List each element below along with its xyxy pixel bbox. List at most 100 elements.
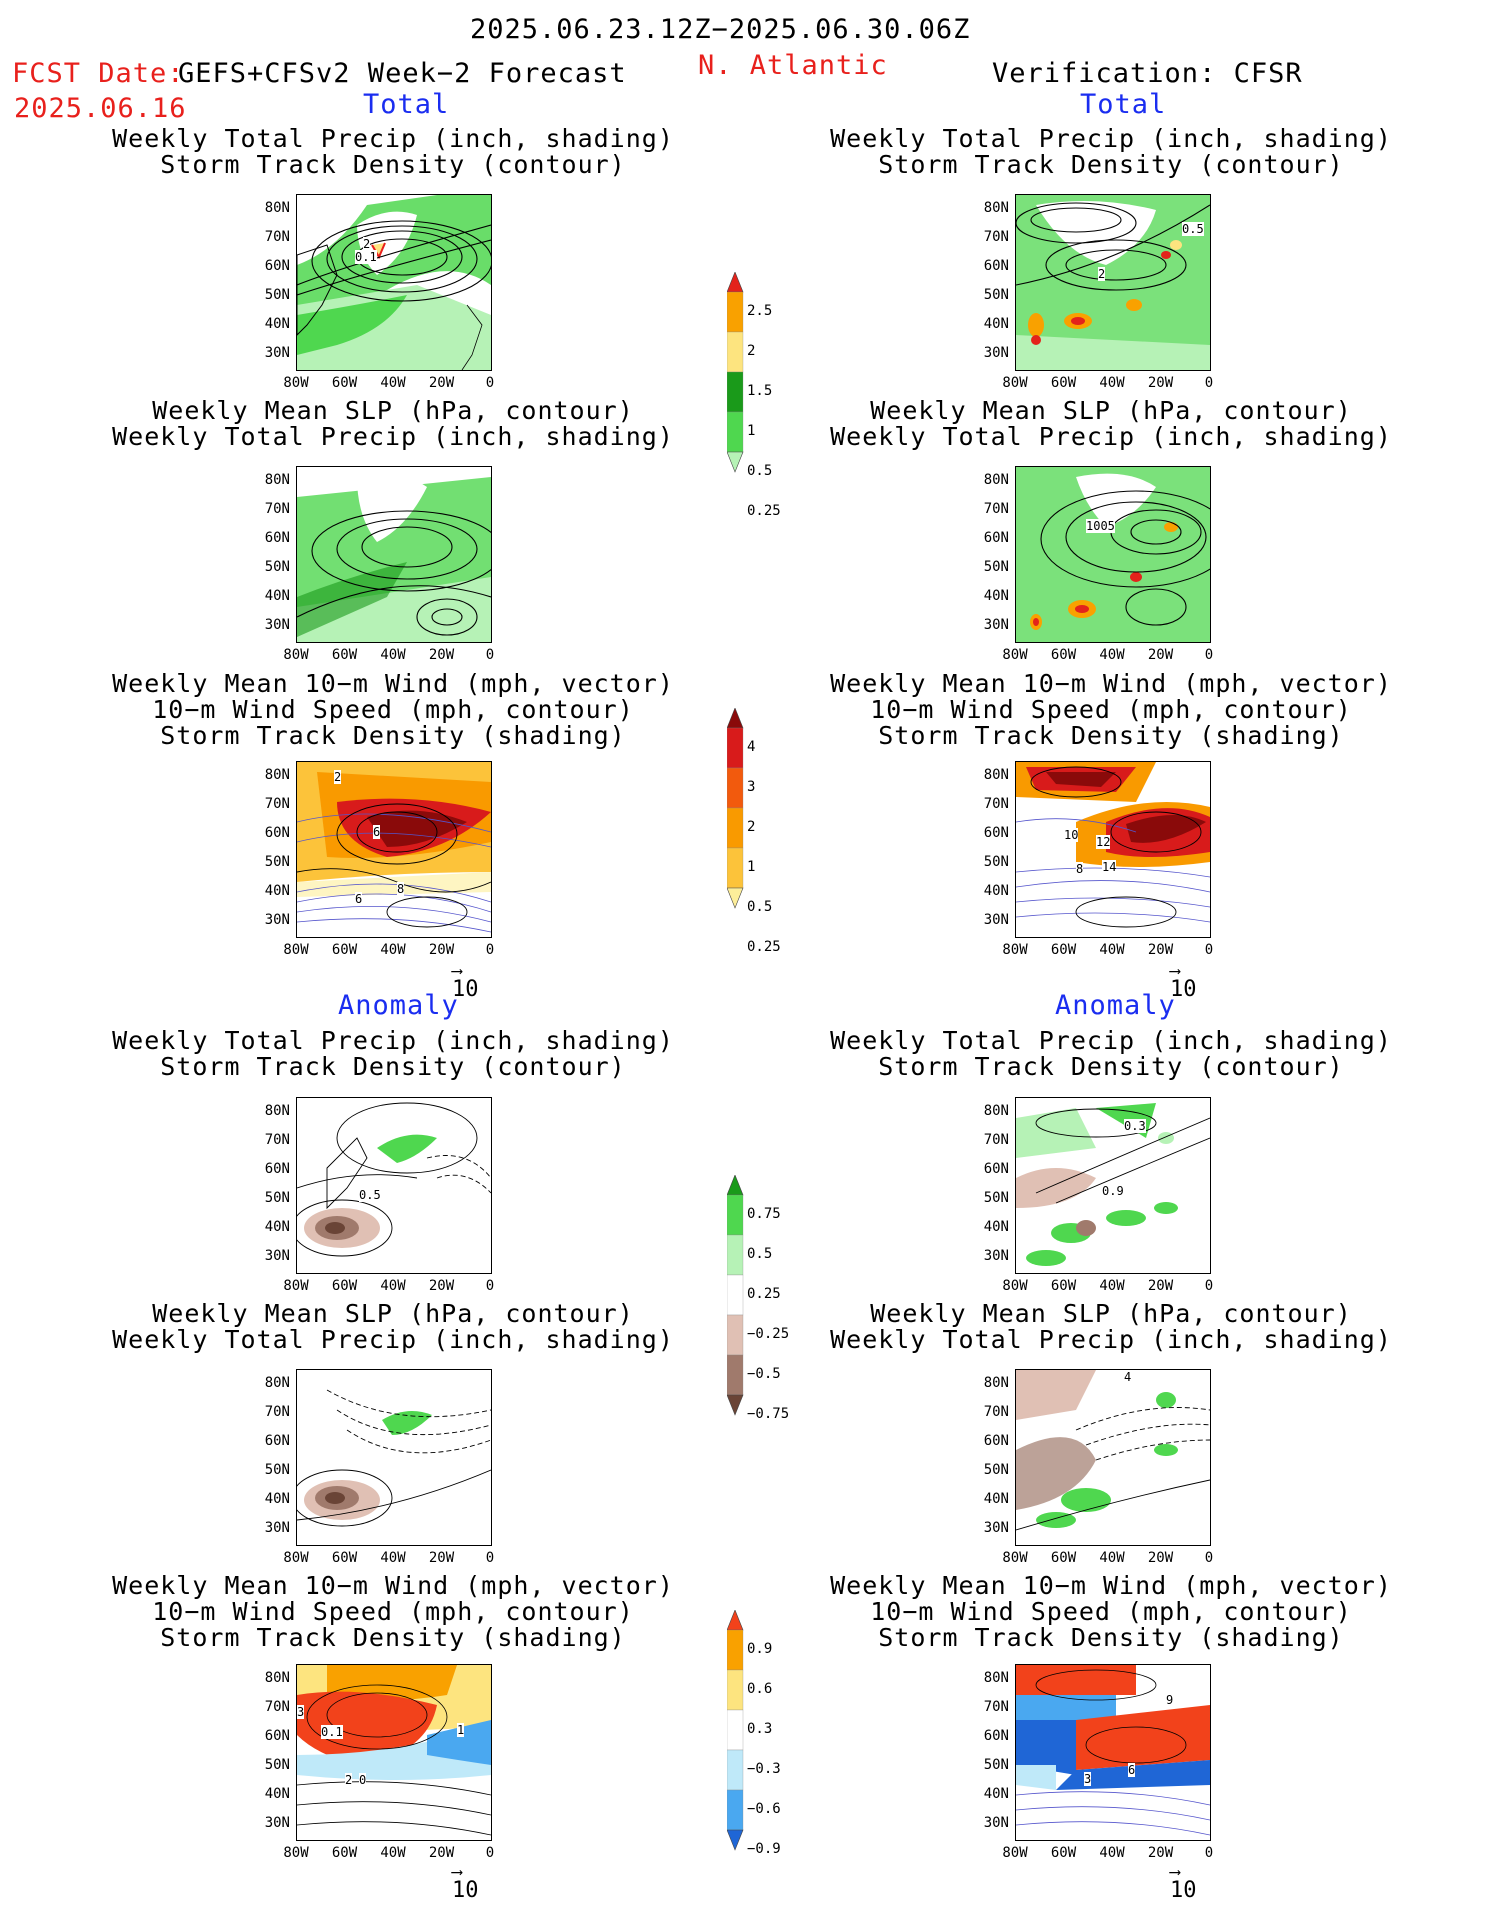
contour-label: 0.1	[355, 250, 377, 264]
colorbar-label: 2	[747, 819, 756, 835]
lon-tick-label: 20W	[1147, 1845, 1174, 1861]
contour-label: 2	[1098, 267, 1106, 281]
contour-label: 3	[297, 1705, 305, 1719]
lat-tick-label: 30N	[983, 617, 1009, 633]
lat-tick-label: 30N	[264, 912, 290, 928]
lat-tick-label: 30N	[264, 1248, 290, 1264]
lon-tick-label: 60W	[331, 1278, 358, 1294]
lat-tick-label: 30N	[983, 1815, 1009, 1831]
lon-tick-label: 80W	[283, 375, 309, 391]
title-r2: Weekly Mean SLP (hPa, contour) Weekly To…	[830, 396, 1392, 451]
contour-label: 3	[1084, 1772, 1092, 1786]
lat-tick-label: 50N	[983, 854, 1009, 870]
contour-label: 2	[334, 770, 342, 784]
section-total-right: Total	[1080, 89, 1167, 120]
lon-tick-label: 80W	[283, 647, 309, 663]
lat-tick-label: 40N	[264, 1786, 290, 1802]
colorbar-label: −0.25	[747, 1326, 790, 1342]
lat-tick-label: 40N	[983, 883, 1009, 899]
lat-tick-label: 80N	[264, 1103, 290, 1119]
contour-label: 9	[1166, 1693, 1174, 1707]
colorbar-bottom-triangle	[727, 1394, 744, 1416]
lon-tick-label: 60W	[1050, 1550, 1077, 1566]
contour-label: 6	[373, 825, 381, 839]
contour-label: 2	[345, 1773, 353, 1787]
forecast-model-label: GEFS+CFSv2 Week−2 Forecast	[178, 58, 627, 89]
lat-tick-label: 30N	[264, 617, 290, 633]
contour-label: 10	[1064, 828, 1079, 842]
fcst-date-value: 2025.06.16	[14, 93, 187, 124]
colorbar-box	[727, 291, 744, 333]
title-l3: Weekly Mean 10−m Wind (mph, vector) 10−m…	[112, 669, 674, 750]
colorbar-box	[727, 411, 744, 453]
contour-label: 0.5	[359, 1188, 381, 1202]
lon-tick-label: 60W	[1050, 1278, 1077, 1294]
lat-tick-label: 40N	[264, 588, 290, 604]
colorbar-label: 0.5	[747, 899, 773, 915]
lat-tick-label: 30N	[983, 1248, 1009, 1264]
lon-tick-label: 40W	[1099, 1845, 1125, 1861]
colorbar-box	[727, 1234, 744, 1276]
contour-label: 1005	[1086, 519, 1115, 533]
map-r4-precip-track-anom-verif: 0.3 0.9	[1015, 1097, 1211, 1274]
colorbar-box	[727, 1669, 744, 1711]
lon-tick-label: 80W	[1002, 942, 1028, 958]
colorbar-box	[727, 1629, 744, 1671]
title-r4: Weekly Total Precip (inch, shading) Stor…	[830, 1026, 1392, 1081]
lon-tick-label: 20W	[1147, 1550, 1174, 1566]
colorbar-svg	[727, 708, 744, 909]
lat-tick-label: 40N	[983, 1219, 1009, 1235]
lat-tick-label: 50N	[983, 559, 1009, 575]
lat-tick-label: 60N	[983, 258, 1009, 274]
colorbar-box	[727, 847, 744, 889]
section-anomaly-left: Anomaly	[338, 990, 459, 1021]
contour-label: 12	[1096, 835, 1111, 849]
lat-tick-label: 50N	[983, 1757, 1009, 1773]
colorbar-label: 3	[747, 779, 756, 795]
colorbar-label: 2	[747, 343, 756, 359]
verification-label: Verification: CFSR	[992, 58, 1303, 89]
lon-tick-label: 40W	[1099, 942, 1125, 958]
lon-tick-label: 0	[485, 647, 495, 663]
map-l4-precip-track-anom: 0.5	[296, 1097, 492, 1274]
title-l2: Weekly Mean SLP (hPa, contour) Weekly To…	[112, 396, 674, 451]
lat-tick-label: 80N	[264, 472, 290, 488]
lon-tick-label: 80W	[283, 1550, 309, 1566]
colorbar-box	[727, 807, 744, 849]
lon-tick-label: 0	[1204, 375, 1214, 391]
lat-tick-label: 60N	[983, 1728, 1009, 1744]
contour-label: 0.1	[321, 1725, 343, 1739]
title-r3: Weekly Mean 10−m Wind (mph, vector) 10−m…	[830, 669, 1392, 750]
lat-tick-label: 60N	[264, 1161, 290, 1177]
contour-label: 0.3	[1124, 1119, 1146, 1133]
lat-tick-label: 60N	[264, 1728, 290, 1744]
colorbar-label: 4	[747, 739, 756, 755]
lon-tick-label: 20W	[428, 1550, 455, 1566]
colorbar-box	[727, 727, 744, 769]
lon-tick-label: 40W	[380, 942, 406, 958]
lon-tick-label: 40W	[380, 647, 406, 663]
title-l5: Weekly Mean SLP (hPa, contour) Weekly To…	[112, 1299, 674, 1354]
fcst-date-label: FCST Date:	[12, 58, 185, 89]
lon-tick-label: 80W	[1002, 1550, 1028, 1566]
lon-tick-label: 40W	[380, 1845, 406, 1861]
vector-ref-r3: ⟶ 10	[1170, 961, 1197, 1003]
lon-tick-label: 60W	[331, 942, 358, 958]
map-r1-precip-track-verif: 0.5 2	[1015, 194, 1211, 371]
lat-tick-label: 50N	[264, 1757, 290, 1773]
colorbar-svg	[727, 1175, 744, 1416]
lat-tick-label: 50N	[264, 1462, 290, 1478]
lon-tick-label: 20W	[1147, 375, 1174, 391]
title-r6: Weekly Mean 10−m Wind (mph, vector) 10−m…	[830, 1571, 1392, 1652]
lon-tick-label: 60W	[1050, 942, 1077, 958]
colorbar-top-triangle	[727, 1610, 744, 1631]
contour-label: 8	[1076, 862, 1084, 876]
colorbar-label: 0.25	[747, 939, 781, 955]
lon-tick-label: 40W	[1099, 375, 1125, 391]
lat-tick-label: 60N	[983, 1433, 1009, 1449]
lon-tick-label: 60W	[1050, 1845, 1077, 1861]
colorbar-box	[727, 1314, 744, 1356]
lat-tick-label: 80N	[983, 1375, 1009, 1391]
map-l3-wind-track-total: 2 6 6 8	[296, 761, 492, 938]
lon-tick-label: 60W	[1050, 647, 1077, 663]
